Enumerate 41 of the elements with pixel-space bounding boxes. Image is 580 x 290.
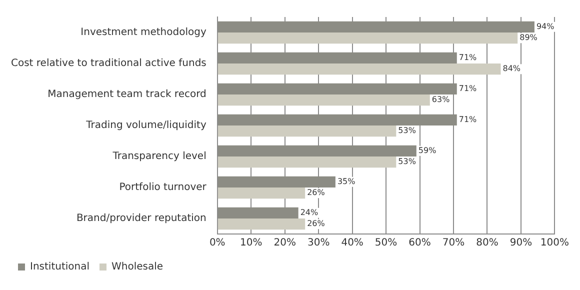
bar <box>218 94 430 106</box>
data-label: 59% <box>418 146 437 155</box>
x-tick-label: 100% <box>540 238 569 249</box>
legend-label: Wholesale <box>112 262 164 273</box>
data-label: 53% <box>398 126 416 136</box>
bar <box>218 126 396 137</box>
bar <box>218 156 396 168</box>
x-tick-label: 80% <box>476 238 498 249</box>
x-tick-label: 10% <box>240 238 262 249</box>
data-label: 26% <box>307 188 326 198</box>
x-tick-label: 90% <box>510 238 532 249</box>
bar <box>218 188 306 199</box>
x-tick-label: 0% <box>209 238 226 249</box>
y-tick-label: Brand/provider reputation <box>76 213 206 224</box>
data-label: 89% <box>520 33 538 42</box>
x-tick-label: 70% <box>442 238 465 249</box>
bar <box>218 64 501 75</box>
data-label: 71% <box>458 115 478 124</box>
y-tick-label: Transparency level <box>112 151 206 162</box>
legend-label: Institutional <box>30 262 90 273</box>
data-label: 71% <box>458 84 478 93</box>
y-tick-label: Trading volume/liquidity <box>85 120 206 132</box>
data-label: 35% <box>337 177 356 186</box>
x-tick-label: 30% <box>307 238 330 249</box>
data-label: 84% <box>502 64 521 74</box>
y-tick-label: Investment methodology <box>80 27 206 38</box>
x-tick-label: 60% <box>408 238 431 249</box>
bar <box>218 32 518 44</box>
data-label: 71% <box>458 53 478 62</box>
data-label: 63% <box>432 95 450 104</box>
y-tick-label: Management team track record <box>48 89 206 100</box>
x-tick-label: 20% <box>274 238 296 249</box>
x-tick-label: 50% <box>374 238 398 249</box>
bar <box>218 218 306 230</box>
data-label: 53% <box>398 157 416 166</box>
x-tick-label: 40% <box>341 238 364 249</box>
data-label: 26% <box>307 219 326 228</box>
data-label: 24% <box>300 208 319 217</box>
y-tick-label: Cost relative to traditional active funds <box>10 58 206 70</box>
y-tick-label: Portfolio turnover <box>119 182 208 194</box>
data-label: 94% <box>536 22 555 31</box>
